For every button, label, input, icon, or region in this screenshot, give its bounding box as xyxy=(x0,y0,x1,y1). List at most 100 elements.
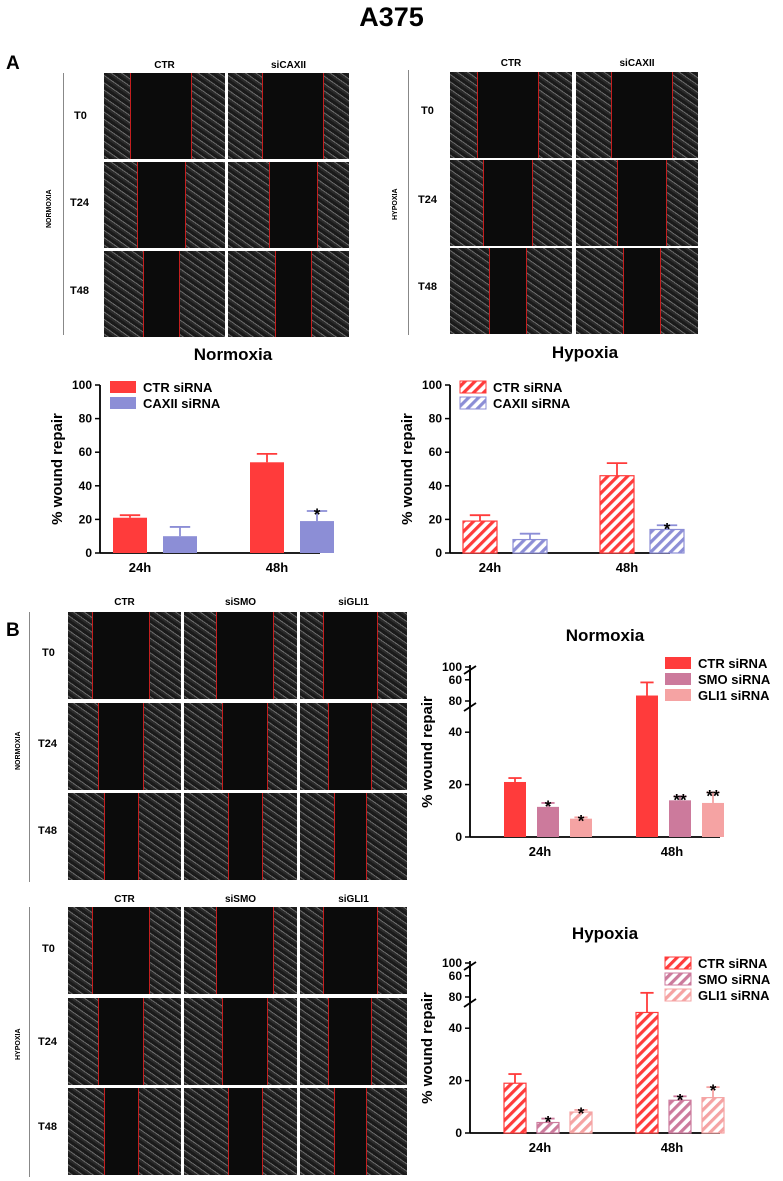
micrograph-cell xyxy=(300,793,407,880)
bar xyxy=(537,806,559,837)
x-tick-label: 24h xyxy=(129,560,151,575)
panel-a-label: A xyxy=(6,53,20,74)
micrograph-cell xyxy=(184,998,297,1085)
panel-a-normoxia-side-label: NORMOXIA xyxy=(46,189,53,229)
micrograph-cell xyxy=(300,998,407,1085)
panel-b-hypoxia-col-sigli1: siGLI1 xyxy=(338,894,369,905)
significance-star: ** xyxy=(673,790,687,809)
panel-a-hypoxia-row-t0: T0 xyxy=(421,105,434,117)
legend-swatch xyxy=(459,396,487,410)
x-tick-label: 24h xyxy=(529,1140,551,1155)
significance-star: * xyxy=(578,1104,585,1123)
y-axis-label: % wound repair xyxy=(49,413,66,525)
axis-break-mark xyxy=(463,665,477,675)
chart-a-hypoxia: 0 20 40 60 80 100 % wound repair 24h * 48h CTR siR… xyxy=(399,378,685,575)
panel-a-hypoxia-side-label: HYPOXIA xyxy=(392,188,399,220)
micrograph-cell xyxy=(184,793,297,880)
significance-star: * xyxy=(664,519,671,538)
axis-break-mark xyxy=(463,961,477,971)
micrograph-cell xyxy=(184,907,297,994)
x-tick-label: 24h xyxy=(479,560,501,575)
y-tick-label: 60 xyxy=(429,445,443,459)
bar xyxy=(300,521,334,553)
legend-label: SMO siRNA xyxy=(698,672,770,687)
y-axis-label: % wound repair xyxy=(420,992,436,1104)
panel-a-normoxia-col-ctr: CTR xyxy=(154,60,175,71)
axis-break-mark xyxy=(463,702,477,712)
bar xyxy=(569,1111,593,1134)
y-tick-label: 60 xyxy=(449,673,463,687)
legend-swatch xyxy=(110,381,136,393)
bar xyxy=(504,781,526,837)
legend-label: CAXII siRNA xyxy=(143,396,221,411)
micrograph-cell xyxy=(104,251,225,337)
panel-b-hypoxia-col-sismo: siSMO xyxy=(224,894,257,905)
y-tick-label: 100 xyxy=(442,956,462,970)
micrograph-cell xyxy=(68,998,181,1085)
panel-b-hypoxia-row-t48: T48 xyxy=(38,1121,57,1133)
significance-star: * xyxy=(677,1090,684,1109)
panel-b-normoxia-side-label: NORMOXIA xyxy=(15,731,22,771)
micrograph-cell xyxy=(300,612,407,699)
panel-b-hypoxia-row-t0: T0 xyxy=(42,943,55,955)
legend-swatch xyxy=(664,956,692,970)
y-tick-label: 80 xyxy=(79,412,93,426)
y-tick-label: 0 xyxy=(435,546,442,560)
micrograph-cell xyxy=(300,703,407,790)
panel-b-hypoxia-row-t24: T24 xyxy=(38,1036,57,1048)
y-tick-label: 0 xyxy=(455,830,462,844)
chart-b-normoxia-title: Normoxia xyxy=(565,626,645,645)
bar xyxy=(163,536,197,553)
x-tick-label: 48h xyxy=(266,560,288,575)
legend-label: GLI1 siRNA xyxy=(698,688,770,703)
y-tick-label: 80 xyxy=(429,412,443,426)
panel-b-normoxia-row-t0: T0 xyxy=(42,647,55,659)
panel-a-hypoxia-row-t48: T48 xyxy=(418,281,437,293)
legend-label: CTR siRNA xyxy=(698,656,768,671)
legend-swatch xyxy=(665,657,691,669)
panel-b-hypoxia-side-label: HYPOXIA xyxy=(15,1028,22,1060)
significance-star: * xyxy=(545,797,552,816)
legend-swatch xyxy=(665,673,691,685)
panel-b-label: B xyxy=(6,620,20,641)
x-tick-label: 24h xyxy=(529,844,551,859)
y-tick-label: 100 xyxy=(422,378,442,392)
panel-a-normoxia-col-sicaxii: siCAXII xyxy=(270,60,306,71)
y-tick-label: 20 xyxy=(429,512,443,526)
bar xyxy=(701,1097,725,1134)
legend-swatch xyxy=(459,380,487,394)
y-axis-label: % wound repair xyxy=(420,696,436,808)
micrograph-cell xyxy=(68,703,181,790)
panel-b-normoxia-col-ctr: CTR xyxy=(114,597,135,608)
x-tick-label: 48h xyxy=(661,844,683,859)
micrograph-cell xyxy=(228,251,349,337)
bar xyxy=(669,800,691,837)
micrograph-cell xyxy=(68,793,181,880)
micrograph-cell xyxy=(576,72,698,158)
legend-swatch xyxy=(664,988,692,1002)
y-tick-label: 20 xyxy=(449,1074,463,1088)
micrograph-cell xyxy=(104,162,225,248)
bar xyxy=(113,517,147,553)
legend-label: CTR siRNA xyxy=(698,956,768,971)
micrograph-cell xyxy=(300,1088,407,1175)
micrograph-cell xyxy=(184,703,297,790)
y-tick-label: 0 xyxy=(455,1126,462,1140)
legend-swatch xyxy=(110,397,136,409)
panel-b-hypoxia-col-ctr: CTR xyxy=(114,894,135,905)
y-tick-label: 100 xyxy=(442,660,462,674)
micrograph-cell xyxy=(104,73,225,159)
chart-a-normoxia-title: Normoxia xyxy=(193,345,273,364)
micrograph-cell xyxy=(68,1088,181,1175)
chart-b-hypoxia-title: Hypoxia xyxy=(571,924,639,943)
y-axis-label: % wound repair xyxy=(399,413,416,525)
panel-a-hypoxia-col-ctr: CTR xyxy=(500,58,522,69)
y-tick-label: 0 xyxy=(85,546,92,560)
y-tick-label: 20 xyxy=(79,512,93,526)
significance-star: * xyxy=(545,1113,552,1132)
significance-star: * xyxy=(578,811,585,830)
micrograph-cell xyxy=(576,160,698,246)
legend-label: GLI1 siRNA xyxy=(698,988,770,1003)
panel-a-normoxia-row-t24: T24 xyxy=(70,197,89,209)
panel-a-normoxia-row-t0: T0 xyxy=(74,110,87,122)
